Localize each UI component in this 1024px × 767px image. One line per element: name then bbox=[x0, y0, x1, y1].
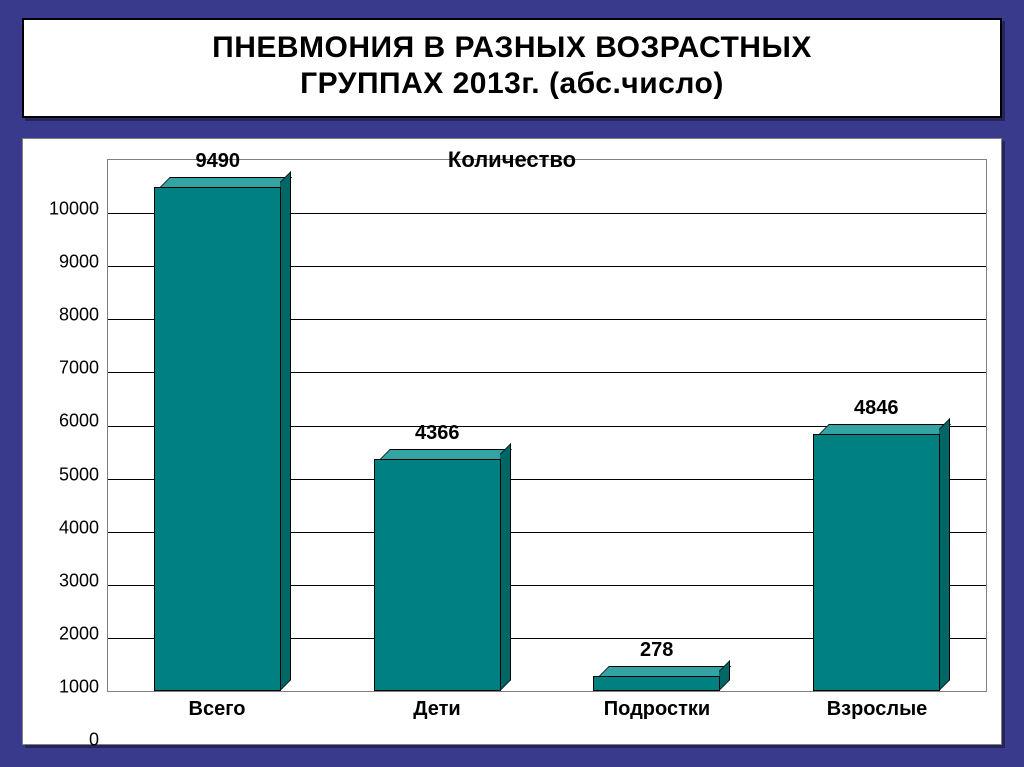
y-tick-label: 3000 bbox=[59, 570, 99, 591]
chart-title: Количество bbox=[448, 147, 576, 173]
y-axis: 0100020003000400050006000700080009000100… bbox=[37, 159, 107, 740]
x-tick-label: Взрослые bbox=[767, 698, 987, 740]
x-tick-label: Дети bbox=[327, 698, 547, 740]
bar-side-face bbox=[500, 443, 511, 691]
bar: 4846 bbox=[813, 434, 940, 691]
bar-column: 278 bbox=[547, 160, 767, 691]
bar-value-label: 4846 bbox=[854, 397, 899, 420]
bar-side-face bbox=[719, 660, 730, 691]
bar: 9490 bbox=[154, 187, 281, 691]
y-tick-label: 8000 bbox=[59, 305, 99, 326]
y-tick-label: 10000 bbox=[49, 199, 99, 220]
y-tick-label: 6000 bbox=[59, 411, 99, 432]
slide-title-line-1: ПНЕВМОНИЯ В РАЗНЫХ ВОЗРАСТНЫХ bbox=[40, 30, 984, 66]
bar: 4366 bbox=[374, 459, 501, 691]
y-tick-label: 0 bbox=[89, 730, 99, 751]
bar-side-face bbox=[939, 418, 950, 691]
slide-title-box: ПНЕВМОНИЯ В РАЗНЫХ ВОЗРАСТНЫХ ГРУППАХ 20… bbox=[22, 18, 1002, 118]
y-tick-label: 4000 bbox=[59, 517, 99, 538]
chart-body: 0100020003000400050006000700080009000100… bbox=[37, 145, 987, 740]
bar-front bbox=[154, 187, 281, 691]
bar-column: 9490 bbox=[108, 160, 328, 691]
bar-value-label: 4366 bbox=[415, 422, 460, 445]
bar-value-label: 278 bbox=[640, 639, 673, 662]
bar-value-label: 9490 bbox=[195, 150, 240, 173]
x-tick-label: Подростки bbox=[547, 698, 767, 740]
y-tick-label: 7000 bbox=[59, 358, 99, 379]
slide-title-line-2: ГРУППАХ 2013г. (абс.число) bbox=[40, 66, 984, 102]
plot-area: 9490 4366 278 4846 bbox=[107, 159, 987, 692]
bars-container: 9490 4366 278 4846 bbox=[108, 160, 986, 691]
y-tick-label: 1000 bbox=[59, 676, 99, 697]
bar: 278 bbox=[593, 676, 720, 691]
y-tick-label: 9000 bbox=[59, 252, 99, 273]
x-axis: ВсегоДетиПодросткиВзрослые bbox=[107, 692, 987, 740]
bar-side-face bbox=[280, 171, 291, 691]
bar-column: 4366 bbox=[328, 160, 548, 691]
y-tick-label: 5000 bbox=[59, 464, 99, 485]
bar-column: 4846 bbox=[767, 160, 987, 691]
bar-front bbox=[374, 459, 501, 691]
y-tick-label: 2000 bbox=[59, 623, 99, 644]
x-tick-label: Всего bbox=[107, 698, 327, 740]
chart-panel: Количество 01000200030004000500060007000… bbox=[22, 138, 1002, 745]
bar-front bbox=[813, 434, 940, 691]
plot-wrap: 9490 4366 278 4846 ВсегоДетиПодросткиВзросл… bbox=[107, 159, 987, 740]
slide: ПНЕВМОНИЯ В РАЗНЫХ ВОЗРАСТНЫХ ГРУППАХ 20… bbox=[0, 0, 1024, 767]
bar-front bbox=[593, 676, 720, 691]
